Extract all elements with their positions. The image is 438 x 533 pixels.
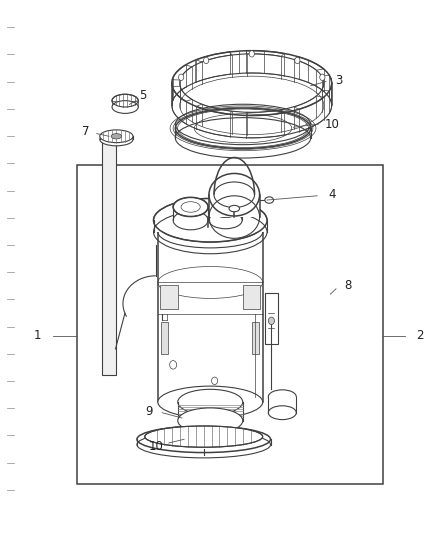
Bar: [209, 195, 260, 217]
Ellipse shape: [158, 386, 263, 418]
Bar: [153, 220, 267, 232]
Bar: [209, 208, 242, 220]
Ellipse shape: [178, 408, 243, 433]
Text: 1: 1: [34, 329, 42, 342]
Bar: [160, 285, 177, 309]
Bar: [265, 293, 278, 344]
Text: 8: 8: [344, 279, 351, 292]
Ellipse shape: [145, 426, 263, 447]
Ellipse shape: [173, 197, 208, 216]
Ellipse shape: [229, 205, 240, 212]
Bar: [173, 207, 208, 220]
Circle shape: [268, 317, 275, 325]
Bar: [243, 285, 261, 309]
Bar: [102, 140, 116, 375]
Circle shape: [320, 74, 325, 80]
Ellipse shape: [137, 426, 271, 453]
Bar: [158, 232, 263, 402]
Ellipse shape: [209, 200, 242, 217]
Text: 9: 9: [145, 405, 153, 417]
Ellipse shape: [209, 173, 260, 216]
Text: 4: 4: [328, 188, 336, 201]
Text: 5: 5: [139, 89, 146, 102]
Bar: [112, 101, 138, 107]
Ellipse shape: [172, 51, 332, 116]
Text: 3: 3: [336, 74, 343, 87]
Ellipse shape: [102, 137, 116, 143]
Ellipse shape: [111, 134, 122, 139]
Ellipse shape: [112, 94, 138, 107]
Bar: [268, 397, 296, 413]
Ellipse shape: [178, 389, 243, 415]
Ellipse shape: [100, 130, 133, 143]
Text: 7: 7: [82, 125, 90, 138]
Ellipse shape: [100, 133, 133, 146]
Bar: [178, 402, 243, 421]
Text: 2: 2: [416, 329, 424, 342]
Bar: [252, 322, 259, 354]
Circle shape: [295, 57, 300, 63]
Ellipse shape: [112, 101, 138, 114]
Ellipse shape: [268, 390, 296, 403]
Circle shape: [170, 361, 177, 369]
Bar: [77, 165, 383, 484]
Ellipse shape: [265, 197, 274, 203]
Text: 10: 10: [148, 440, 163, 453]
Ellipse shape: [171, 106, 315, 151]
Bar: [161, 322, 168, 354]
Circle shape: [212, 377, 218, 384]
Circle shape: [204, 57, 209, 63]
Text: 10: 10: [325, 118, 340, 131]
Ellipse shape: [153, 198, 267, 242]
Circle shape: [249, 51, 254, 57]
Circle shape: [179, 74, 184, 80]
